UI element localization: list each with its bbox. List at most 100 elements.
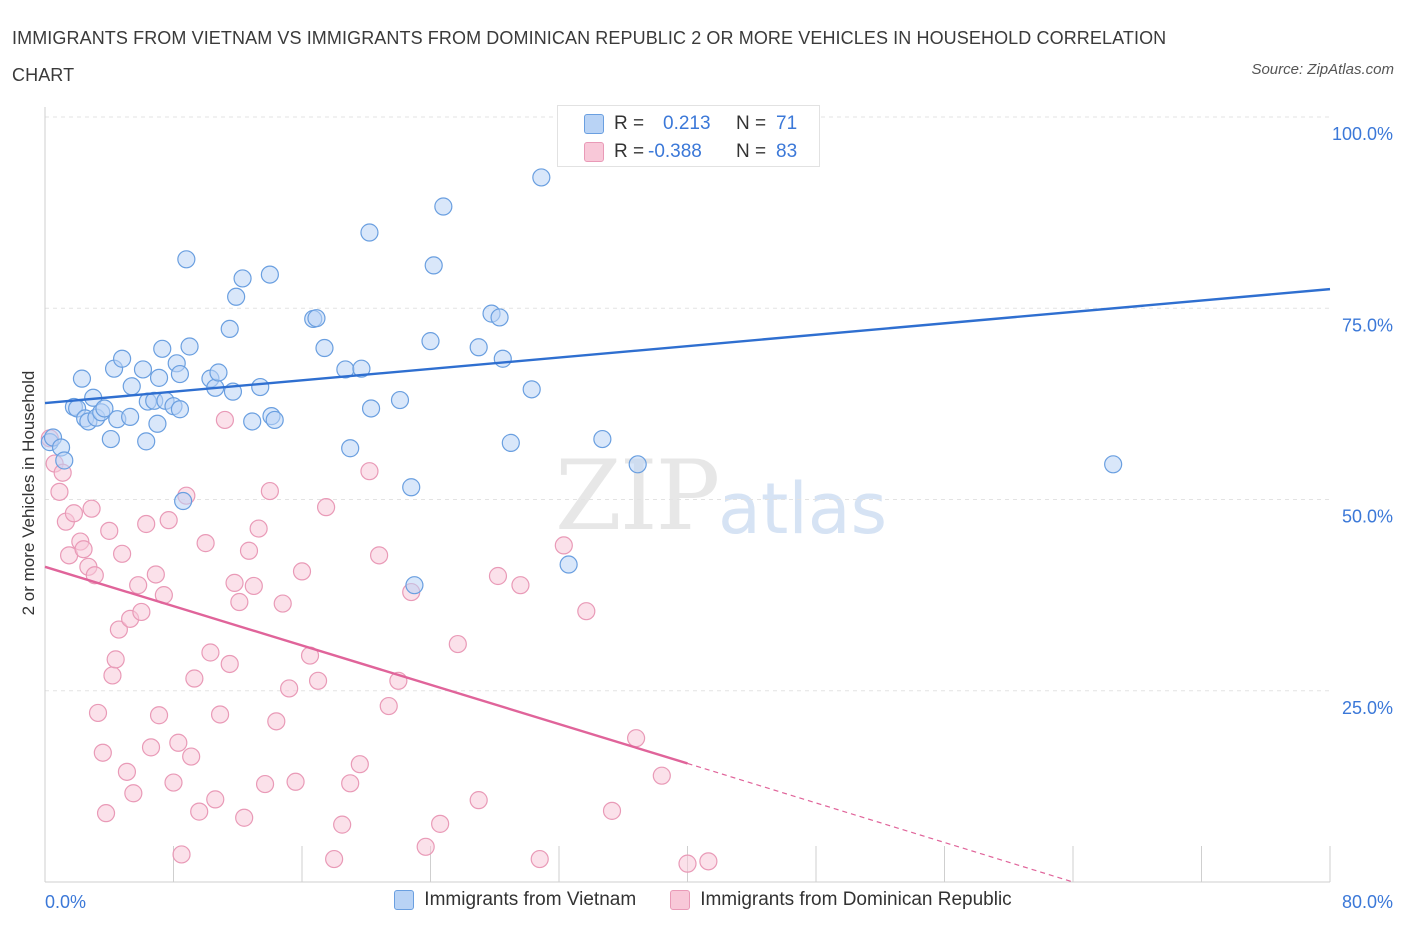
dominican-point — [201, 643, 220, 662]
vietnam-point — [112, 349, 132, 368]
dominican-point — [172, 845, 191, 864]
vietnam-point — [360, 223, 379, 242]
dominican-point — [678, 854, 697, 873]
legend: Immigrants from Vietnam Immigrants from … — [0, 889, 1406, 911]
tick-labels: 25.0% 50.0% 75.0% 100.0% 0.0% 80.0% — [45, 124, 1393, 912]
vietnam-point — [149, 368, 169, 387]
dominican-point — [416, 837, 435, 856]
dominican-point — [106, 650, 125, 669]
vietnam-point — [177, 250, 196, 269]
x-tick-label: 80.0% — [1342, 892, 1393, 912]
legend-item-vietnam[interactable]: Immigrants from Vietnam — [394, 889, 636, 911]
vietnam-swatch — [584, 114, 604, 134]
vietnam-point — [227, 287, 246, 306]
legend-label-vietnam: Immigrants from Vietnam — [424, 889, 637, 910]
dominican-point — [64, 504, 84, 523]
dominican-point — [333, 815, 352, 834]
vietnam-point — [405, 576, 424, 595]
dominican-point — [169, 733, 188, 752]
vietnam-point — [101, 429, 120, 449]
vietnam-point — [493, 349, 512, 368]
dominican-point — [341, 774, 360, 793]
dominican-point — [85, 566, 104, 585]
vietnam-point — [133, 360, 153, 379]
dominican-point — [220, 654, 239, 674]
dominican-point — [50, 482, 69, 501]
n-label: N = — [736, 141, 767, 162]
dominican-point — [109, 620, 128, 639]
vietnam-point — [243, 412, 262, 431]
dominican-point — [88, 703, 108, 723]
r-label: R = — [614, 113, 645, 134]
watermark-atlas: atlas — [718, 468, 888, 550]
vietnam-point — [220, 319, 239, 339]
vietnam-point — [122, 377, 141, 396]
dominican-point — [652, 766, 671, 785]
dominican-point — [308, 671, 328, 690]
dominican-point — [280, 679, 299, 698]
dominican-point — [206, 790, 225, 809]
vietnam-point — [55, 451, 74, 470]
dominican-point — [602, 801, 622, 820]
vietnam-point — [153, 339, 172, 358]
dominican-point — [260, 481, 279, 501]
dominican-point — [244, 576, 263, 596]
dominican-point — [511, 576, 530, 595]
dominican-point — [577, 602, 596, 621]
dominican-point — [117, 762, 137, 781]
vietnam-point — [95, 399, 114, 418]
dominican-point — [249, 519, 268, 538]
vietnam-point — [559, 555, 578, 574]
dominican-point — [316, 498, 336, 517]
dominican-point — [530, 849, 549, 869]
vietnam-point — [148, 414, 167, 433]
dominican-point — [164, 773, 183, 792]
legend-item-dominican[interactable]: Immigrants from Dominican Republic — [670, 889, 1012, 911]
dominican-point — [448, 634, 467, 654]
dominican-point — [350, 755, 369, 774]
dominican-point — [267, 712, 286, 731]
axes — [44, 107, 1331, 883]
vietnam-point — [421, 332, 440, 351]
vietnam-point — [352, 359, 371, 378]
vietnam-point — [137, 432, 156, 451]
vietnam-point — [424, 256, 443, 275]
dominican-point — [626, 729, 646, 748]
dominican-point — [82, 499, 101, 518]
dominican-point — [225, 573, 244, 592]
dominican-point — [93, 743, 112, 762]
dominican-point — [554, 536, 573, 555]
dominican-point — [100, 521, 119, 540]
vietnam-point — [170, 400, 190, 419]
dominican-point — [132, 602, 151, 622]
dominican-point — [325, 849, 344, 869]
vietnam-point — [233, 269, 252, 288]
vietnam-point — [361, 399, 381, 418]
r-label: R = — [614, 141, 645, 162]
vietnam-point — [209, 363, 228, 382]
dominican-point — [210, 705, 230, 724]
dominican-point — [379, 696, 398, 716]
dominican-point — [255, 774, 275, 794]
vietnam-trend-line — [44, 287, 1331, 405]
chart-title: IMMIGRANTS FROM VIETNAM VS IMMIGRANTS FR… — [12, 28, 1167, 85]
y-tick-label: 25.0% — [1342, 698, 1393, 718]
dominican-point — [96, 804, 116, 823]
dominican-point — [469, 791, 488, 810]
dominican-swatch — [670, 890, 691, 910]
vietnam-point — [307, 309, 326, 328]
source-label: Source: ZipAtlas.com — [1251, 61, 1394, 78]
dominican-point — [185, 669, 204, 688]
trend-lines — [44, 287, 1331, 883]
dominican-point — [196, 534, 215, 553]
legend-label-dominican: Immigrants from Dominican Republic — [700, 889, 1012, 910]
dominican-point — [129, 576, 148, 595]
dominican-point — [182, 747, 201, 766]
dominican-trend-extension — [687, 762, 1074, 883]
vietnam-point — [402, 478, 421, 497]
vietnam-point — [501, 433, 520, 452]
r-value: 0.213 — [663, 113, 711, 134]
dominican-point — [190, 802, 209, 821]
vietnam-point — [434, 197, 453, 216]
dominican-point — [360, 462, 379, 481]
